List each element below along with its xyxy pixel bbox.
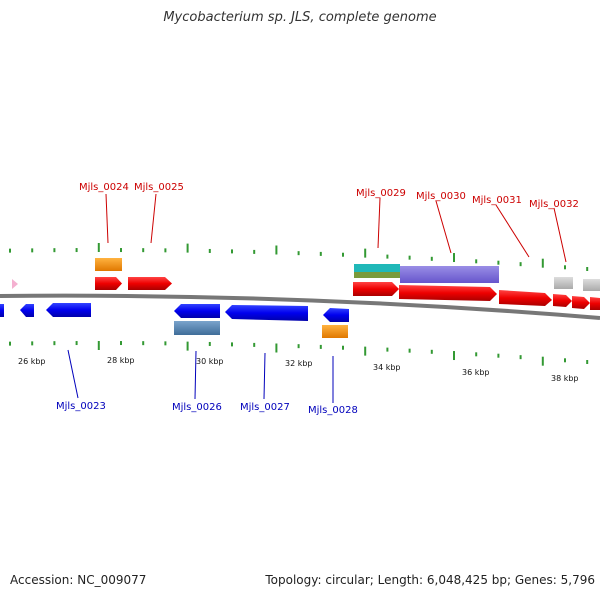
small-feature-marker[interactable]	[12, 279, 18, 289]
gene-label-reverse[interactable]: Mjls_0028	[308, 405, 358, 416]
tick-label: 30 kbp	[196, 357, 224, 366]
reverse-gene-arrow[interactable]	[46, 303, 91, 317]
forward-gray-feature[interactable]	[583, 279, 600, 291]
forward-gene-arrow[interactable]	[499, 290, 552, 306]
tick-label: 32 kbp	[285, 359, 313, 368]
forward-orange-feature[interactable]	[95, 258, 122, 271]
forward-gene-arrow[interactable]	[95, 277, 122, 290]
forward-gene-arrow[interactable]	[553, 294, 572, 307]
tick-label: 28 kbp	[107, 356, 135, 365]
gene-label-reverse[interactable]: Mjls_0027	[240, 402, 290, 413]
reverse-gene-arrow[interactable]	[323, 308, 349, 322]
gene-label-reverse[interactable]: Mjls_0023	[56, 401, 106, 412]
tick-label: 34 kbp	[373, 363, 401, 372]
forward-olive-feature[interactable]	[354, 272, 400, 278]
genome-summary-text: Topology: circular; Length: 6,048,425 bp…	[265, 573, 595, 587]
gene-label-forward[interactable]: Mjls_0031	[472, 195, 522, 206]
gene-label-forward[interactable]: Mjls_0025	[134, 182, 184, 193]
coordinate-ticks	[9, 243, 589, 366]
gene-label-leader	[67, 349, 79, 399]
gene-label-leader	[194, 350, 197, 400]
reverse-gene-arrow[interactable]	[174, 304, 220, 318]
reverse-steel-feature[interactable]	[174, 321, 220, 335]
map-title: Mycobacterium sp. JLS, complete genome	[163, 10, 437, 25]
forward-gray-feature[interactable]	[554, 277, 573, 289]
gene-label-leader	[377, 197, 381, 249]
forward-gene-arrow[interactable]	[399, 285, 497, 301]
genome-backbone	[0, 293, 600, 320]
forward-gene-arrow[interactable]	[353, 282, 399, 296]
reverse-gene-arrow[interactable]	[20, 304, 34, 317]
gene-label-forward[interactable]: Mjls_0030	[416, 191, 466, 202]
accession-text: Accession: NC_009077	[10, 573, 147, 587]
reverse-gene-arrow[interactable]	[0, 304, 4, 317]
gene-label-leader	[435, 200, 452, 254]
gene-label-leader	[263, 352, 266, 400]
forward-gene-arrow[interactable]	[128, 277, 172, 290]
tick-label: 26 kbp	[18, 357, 46, 366]
reverse-orange-feature[interactable]	[322, 325, 348, 338]
gene-label-leader	[553, 207, 567, 263]
reverse-gene-arrow[interactable]	[225, 305, 308, 321]
forward-gene-arrow[interactable]	[590, 297, 600, 310]
gene-label-forward[interactable]: Mjls_0029	[356, 188, 406, 199]
gene-label-forward[interactable]: Mjls_0024	[79, 182, 129, 193]
forward-purple-feature[interactable]	[400, 266, 499, 283]
gene-label-leader	[150, 193, 157, 244]
forward-teal-feature[interactable]	[354, 264, 400, 273]
gene-label-reverse[interactable]: Mjls_0026	[172, 402, 222, 413]
forward-gene-arrow[interactable]	[572, 296, 590, 309]
tick-label: 38 kbp	[551, 374, 579, 383]
tick-label: 36 kbp	[462, 368, 490, 377]
gene-label-leader	[495, 204, 530, 258]
gene-label-leader	[105, 193, 109, 244]
gene-label-forward[interactable]: Mjls_0032	[529, 199, 579, 210]
